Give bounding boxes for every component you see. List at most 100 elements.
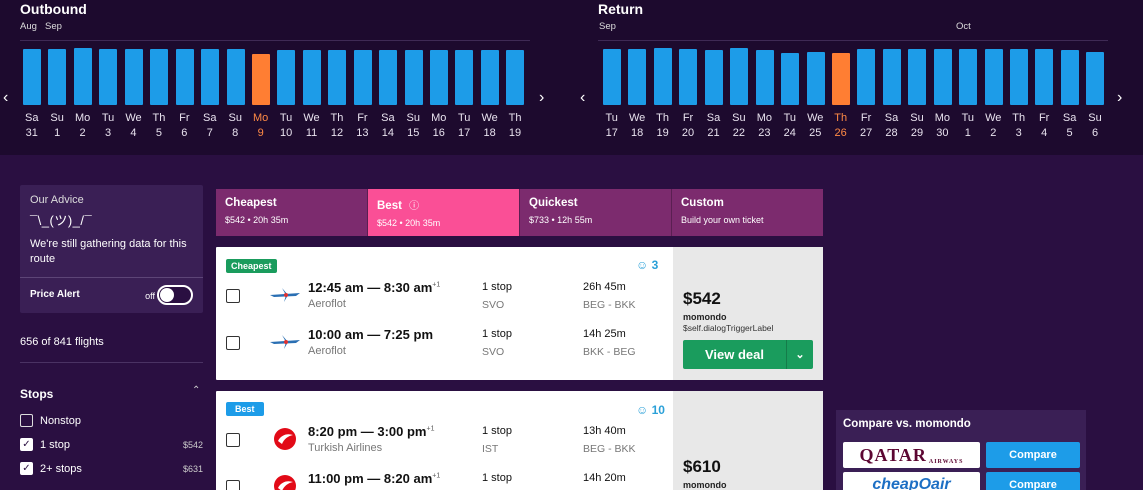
price-bar-we-4[interactable] bbox=[124, 49, 143, 105]
day-1[interactable]: Tu 1 bbox=[955, 111, 980, 141]
day-18[interactable]: We 18 bbox=[624, 111, 649, 141]
leg-checkbox[interactable] bbox=[226, 433, 240, 447]
chevron-down-icon[interactable]: ⌄ bbox=[795, 349, 805, 361]
day-14[interactable]: Sa 14 bbox=[375, 111, 400, 141]
checkbox[interactable]: ✓ bbox=[20, 438, 33, 451]
day-10[interactable]: Tu 10 bbox=[273, 111, 298, 141]
day-31[interactable]: Sa 31 bbox=[19, 111, 44, 141]
return-next-arrow-icon[interactable]: › bbox=[1117, 89, 1123, 106]
day-21[interactable]: Sa 21 bbox=[701, 111, 726, 141]
tab-custom[interactable]: Custom Build your own ticket bbox=[672, 189, 823, 236]
info-icon[interactable]: ⓘ bbox=[409, 201, 420, 212]
day-22[interactable]: Su 22 bbox=[726, 111, 751, 141]
price-bar-sa-28[interactable] bbox=[882, 49, 901, 105]
price-bar-mo-2[interactable] bbox=[73, 48, 92, 105]
price-bar-tu-24[interactable] bbox=[781, 53, 800, 105]
day-4[interactable]: Fr 4 bbox=[1031, 111, 1056, 141]
price-bar-su-29[interactable] bbox=[908, 49, 927, 105]
price-bar-th-5[interactable] bbox=[150, 49, 169, 105]
view-deal-button[interactable]: View deal ⌄ bbox=[683, 340, 813, 369]
price-bar-fr-27[interactable] bbox=[857, 49, 876, 105]
price-bar-mo-23[interactable] bbox=[755, 50, 774, 105]
day-28[interactable]: Sa 28 bbox=[879, 111, 904, 141]
day-6[interactable]: Fr 6 bbox=[172, 111, 197, 141]
day-20[interactable]: Fr 20 bbox=[675, 111, 700, 141]
day-15[interactable]: Su 15 bbox=[401, 111, 426, 141]
day-5[interactable]: Sa 5 bbox=[1057, 111, 1082, 141]
day-11[interactable]: We 11 bbox=[299, 111, 324, 141]
price-bar-su-22[interactable] bbox=[730, 48, 749, 105]
tab-best[interactable]: Best ⓘ $542 • 20h 35m bbox=[368, 189, 520, 236]
day-19[interactable]: Th 19 bbox=[502, 111, 527, 141]
smiley-score[interactable]: ☺ 3 bbox=[636, 258, 665, 272]
price-bar-tu-3[interactable] bbox=[99, 49, 118, 105]
leg-checkbox[interactable] bbox=[226, 480, 240, 490]
day-26[interactable]: Th 26 bbox=[828, 111, 853, 141]
day-1[interactable]: Su 1 bbox=[44, 111, 69, 141]
price-bar-fr-4[interactable] bbox=[1035, 49, 1054, 105]
day-5[interactable]: Th 5 bbox=[146, 111, 171, 141]
price-bar-fr-13[interactable] bbox=[353, 50, 372, 105]
day-23[interactable]: Mo 23 bbox=[752, 111, 777, 141]
tab-quickest[interactable]: Quickest $733 • 12h 55m bbox=[520, 189, 672, 236]
stop-option-nonstop[interactable]: Nonstop bbox=[20, 414, 203, 427]
day-29[interactable]: Su 29 bbox=[904, 111, 929, 141]
price-bar-tu-10[interactable] bbox=[277, 50, 296, 105]
day-16[interactable]: Mo 16 bbox=[426, 111, 451, 141]
price-bar-su-15[interactable] bbox=[404, 50, 423, 105]
compare-button[interactable]: Compare bbox=[986, 442, 1080, 468]
day-2[interactable]: Mo 2 bbox=[70, 111, 95, 141]
price-bar-sa-21[interactable] bbox=[704, 50, 723, 105]
leg-checkbox[interactable] bbox=[226, 289, 240, 303]
price-bar-th-19[interactable] bbox=[653, 48, 672, 105]
view-deal-label[interactable]: View deal bbox=[683, 340, 787, 369]
checkbox[interactable]: ✓ bbox=[20, 462, 33, 475]
price-bar-tu-17[interactable] bbox=[603, 49, 621, 105]
day-24[interactable]: Tu 24 bbox=[777, 111, 802, 141]
price-bar-we-18[interactable] bbox=[480, 50, 499, 105]
outbound-next-arrow-icon[interactable]: › bbox=[539, 89, 545, 106]
price-bar-su-8[interactable] bbox=[226, 49, 245, 105]
day-4[interactable]: We 4 bbox=[121, 111, 146, 141]
outbound-prev-arrow-icon[interactable]: ‹ bbox=[3, 89, 9, 106]
compare-button[interactable]: Compare bbox=[986, 472, 1080, 490]
day-8[interactable]: Su 8 bbox=[223, 111, 248, 141]
price-bar-we-18[interactable] bbox=[628, 49, 647, 105]
price-bar-mo-9[interactable] bbox=[251, 54, 270, 105]
price-bar-mo-16[interactable] bbox=[430, 50, 448, 105]
price-bar-th-12[interactable] bbox=[328, 50, 347, 105]
stop-option-2-plus-stops[interactable]: ✓ 2+ stops $631 bbox=[20, 462, 203, 475]
price-bar-mo-30[interactable] bbox=[933, 49, 952, 105]
price-bar-tu-1[interactable] bbox=[959, 49, 978, 105]
chevron-up-icon[interactable]: ⌃ bbox=[192, 385, 201, 396]
price-bar-sa-5[interactable] bbox=[1060, 50, 1079, 105]
price-bar-tu-17[interactable] bbox=[455, 50, 474, 105]
day-7[interactable]: Sa 7 bbox=[197, 111, 222, 141]
smiley-score[interactable]: ☺ 10 bbox=[636, 403, 665, 417]
result-card[interactable]: Best ☺ 10 8:20 pm — 3:00 pm+1 Turkish Ai… bbox=[216, 391, 823, 490]
day-9[interactable]: Mo 9 bbox=[248, 111, 273, 141]
day-27[interactable]: Fr 27 bbox=[853, 111, 878, 141]
day-19[interactable]: Th 19 bbox=[650, 111, 675, 141]
day-3[interactable]: Tu 3 bbox=[95, 111, 120, 141]
price-bar-su-1[interactable] bbox=[48, 49, 67, 105]
return-prev-arrow-icon[interactable]: ‹ bbox=[580, 89, 586, 106]
day-13[interactable]: Fr 13 bbox=[350, 111, 375, 141]
day-6[interactable]: Su 6 bbox=[1082, 111, 1107, 141]
price-bar-th-3[interactable] bbox=[1010, 49, 1028, 105]
price-bar-we-2[interactable] bbox=[984, 49, 1003, 105]
result-card[interactable]: Cheapest ☺ 3 12:45 am — 8:30 am+1 Aerofl… bbox=[216, 247, 823, 380]
price-bar-fr-20[interactable] bbox=[679, 49, 698, 105]
day-3[interactable]: Th 3 bbox=[1006, 111, 1031, 141]
price-bar-we-11[interactable] bbox=[302, 50, 321, 105]
day-18[interactable]: We 18 bbox=[477, 111, 502, 141]
price-bar-fr-6[interactable] bbox=[175, 49, 194, 105]
price-bar-su-6[interactable] bbox=[1086, 52, 1105, 105]
day-25[interactable]: We 25 bbox=[803, 111, 828, 141]
checkbox[interactable] bbox=[20, 414, 33, 427]
day-17[interactable]: Tu 17 bbox=[451, 111, 476, 141]
price-bar-th-26[interactable] bbox=[831, 53, 850, 105]
tab-cheapest[interactable]: Cheapest $542 • 20h 35m bbox=[216, 189, 368, 236]
day-2[interactable]: We 2 bbox=[981, 111, 1006, 141]
price-bar-th-19[interactable] bbox=[506, 50, 525, 105]
